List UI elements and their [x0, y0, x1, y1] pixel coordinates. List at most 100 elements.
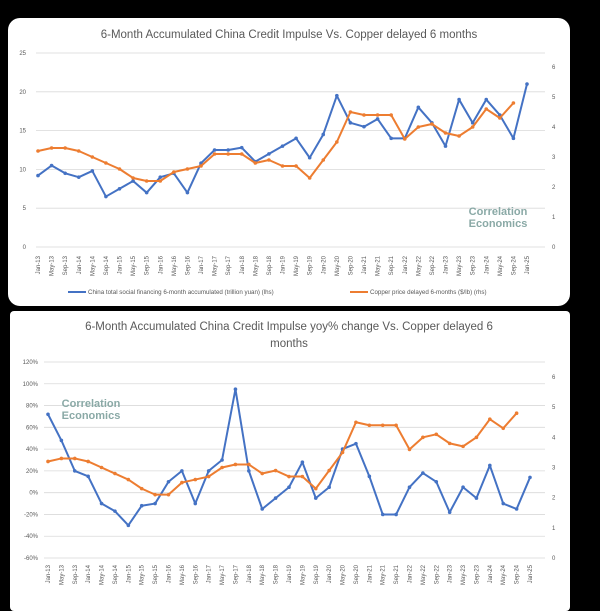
data-point	[104, 161, 108, 165]
x-tick-label: Sep-14	[113, 564, 119, 584]
x-tick-label: Sep-21	[394, 564, 400, 584]
y-right-tick-label: 6	[552, 375, 556, 381]
x-tick-label: Sep-13	[73, 564, 79, 584]
bottom-chart-card	[10, 311, 570, 611]
y-left-tick-label: 0%	[29, 491, 38, 497]
data-point	[461, 444, 465, 449]
data-point	[300, 474, 305, 479]
data-point	[280, 144, 285, 148]
data-point	[46, 459, 50, 464]
series-line-blue	[37, 83, 528, 198]
y-left-tick-label: -20%	[24, 512, 39, 518]
data-point	[514, 507, 519, 511]
data-point	[139, 503, 144, 508]
x-tick-label: Jan-20	[321, 255, 327, 274]
data-point	[362, 113, 366, 117]
x-tick-label: May-13	[50, 255, 56, 276]
y-right-tick-label: 2	[552, 185, 556, 191]
y-right-tick-label: 5	[552, 405, 556, 411]
series-line-orange	[47, 412, 518, 496]
data-point	[300, 460, 305, 464]
data-point	[199, 164, 203, 168]
data-point	[180, 480, 184, 485]
x-tick-label: Jan-16	[167, 564, 173, 583]
legend-label-blue: China total social financing 6-month acc…	[88, 289, 274, 296]
data-point	[86, 459, 90, 464]
top-chart-title: 6-Month Accumulated China Credit Impulse…	[101, 29, 478, 41]
x-tick-label: May-18	[260, 564, 266, 585]
data-point	[260, 471, 265, 476]
x-tick-label: Jan-21	[367, 564, 373, 583]
top-chart: 0 5 10 15 20 25 0 1 2 3 4 5 6 Jan-13 May-13 Sep-13 Jan-1…	[19, 51, 556, 276]
y-left-tick-label: 60%	[26, 425, 39, 431]
x-tick-label: Jan-16	[158, 255, 164, 274]
data-point	[239, 152, 244, 156]
y-left-tick-label: 120%	[23, 360, 39, 366]
series-line-orange	[37, 102, 515, 182]
data-point	[158, 175, 163, 179]
y-right-tick-label: 1	[552, 215, 556, 221]
x-tick-label: May-17	[213, 255, 219, 276]
x-tick-label: May-17	[220, 564, 226, 585]
data-point	[354, 441, 358, 446]
y-left-tick-label: -60%	[24, 556, 39, 562]
y-right-tick-label: 4	[552, 435, 556, 441]
data-point	[153, 501, 157, 506]
x-tick-label: Sep-23	[474, 564, 480, 584]
data-point	[90, 155, 95, 159]
x-tick-label: Sep-17	[233, 564, 239, 584]
data-point	[72, 469, 77, 473]
x-tick-label: Sep-19	[308, 255, 314, 275]
data-point	[511, 101, 516, 105]
x-tick-label: Jan-13	[36, 255, 42, 274]
data-point	[131, 176, 135, 180]
x-tick-label: May-20	[335, 255, 341, 276]
x-tick-label: Sep-21	[389, 255, 395, 275]
data-point	[144, 190, 149, 195]
data-point	[528, 475, 532, 480]
data-point	[49, 146, 54, 150]
data-point	[49, 163, 54, 168]
data-point	[212, 152, 217, 156]
data-point	[104, 194, 108, 199]
x-tick-label: Jan-18	[240, 255, 246, 274]
y-left-tick-label: 5	[23, 206, 27, 212]
data-point	[375, 117, 380, 121]
x-tick-label: May-22	[421, 564, 427, 585]
watermark-text-1: Correlation	[62, 398, 121, 410]
y-right-tick-label: 0	[552, 245, 556, 251]
data-point	[407, 485, 412, 490]
y-left-tick-label: 40%	[26, 447, 39, 453]
data-point	[131, 179, 135, 183]
data-point	[488, 463, 492, 468]
data-point	[394, 423, 398, 428]
x-tick-label: Jan-24	[488, 564, 494, 583]
data-point	[144, 179, 149, 183]
data-point	[36, 149, 40, 153]
data-point	[421, 471, 425, 475]
data-point	[511, 136, 516, 141]
data-point	[59, 438, 64, 443]
bottom-chart-title-line2: months	[270, 338, 308, 350]
data-point	[416, 105, 421, 110]
data-point	[335, 93, 339, 98]
data-point	[273, 468, 278, 473]
data-point	[220, 458, 224, 462]
x-tick-label: May-18	[253, 255, 259, 276]
y-left-tick-label: 80%	[26, 404, 39, 410]
x-tick-label: Jan-19	[281, 255, 287, 274]
data-point	[525, 82, 529, 86]
data-point	[484, 107, 489, 111]
bottom-chart-title-line1: 6-Month Accumulated China Credit Impulse…	[85, 321, 493, 333]
watermark-text-1: Correlation	[469, 206, 528, 218]
x-tick-label: May-23	[461, 564, 467, 585]
data-point	[76, 175, 81, 179]
x-tick-label: Jan-25	[528, 564, 534, 583]
watermark-bottom: Correlation Economics	[62, 398, 121, 422]
data-point	[407, 447, 412, 452]
data-point	[340, 450, 345, 455]
data-point	[193, 501, 198, 506]
data-point	[313, 486, 318, 491]
data-point	[287, 485, 291, 490]
data-point	[362, 124, 366, 129]
